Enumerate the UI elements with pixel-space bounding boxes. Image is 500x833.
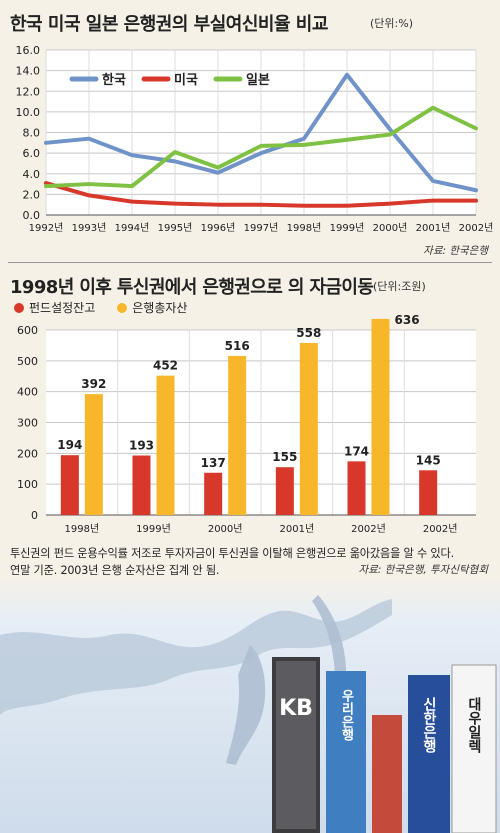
bar-fund-label: 145 <box>416 453 441 467</box>
chart2-y-tick-label: 200 <box>17 447 38 460</box>
chart2-y-tick-label: 300 <box>17 417 38 430</box>
chart2-source: 자료: 한국은행, 투자신탁협회 <box>358 564 488 576</box>
chart2-y-tick-label: 400 <box>17 386 38 399</box>
chart2-x-tick-label: 1998년 <box>65 523 100 535</box>
chart2-x-tick-label: 2002년 <box>351 523 386 535</box>
chart1-x-tick-label: 2001년 <box>416 222 451 234</box>
chart1-x-tick-label: 1995년 <box>158 222 193 234</box>
chart1-y-tick-label: 14.0 <box>16 65 41 78</box>
chart1-y-tick-label: 12.0 <box>16 85 41 98</box>
chart2-legend: 펀드설정잔고 은행총자산 <box>14 299 187 316</box>
chart1-x-tick-label: 1996년 <box>201 222 236 234</box>
note-line-2: 연말 기준. 2003년 은행 순자산은 집계 안 됨. <box>10 564 220 577</box>
legend-swatch-red <box>14 302 24 313</box>
sign-daewoo: 대우일렉 <box>466 697 482 754</box>
legend-item-bank: 은행총자산 <box>117 299 187 316</box>
chart2-y-tick-label: 0 <box>31 509 38 522</box>
chart2-y-tick-label: 500 <box>17 355 38 368</box>
chart1-y-tick-label: 6.0 <box>23 147 41 160</box>
bar-bank-2002년 <box>371 318 390 515</box>
chart2-x-tick-label: 1999년 <box>136 523 171 535</box>
chart1-x-tick-label: 1994년 <box>115 222 150 234</box>
chart1-y-tick-label: 0.0 <box>23 209 41 222</box>
bar-fund-label: 194 <box>57 438 82 452</box>
bar-fund-label: 193 <box>129 438 154 452</box>
section-divider <box>8 262 492 263</box>
bar-fund-label: 155 <box>272 450 297 464</box>
bar-fund-2002년 <box>419 470 438 515</box>
legend-item-fund: 펀드설정잔고 <box>14 299 95 316</box>
chart1-y-tick-label: 4.0 <box>23 168 41 181</box>
chart1-x-tick-label: 1993년 <box>72 222 107 234</box>
bar-chart-fund-flow: 0 100 200 300 400 500 600 1998년 194 392 1999년 193 45… <box>17 313 476 535</box>
bar-bank-label: 452 <box>153 359 178 373</box>
bar-bank-label: 516 <box>225 339 250 353</box>
chart2-x-tick-label: 2000년 <box>208 523 243 535</box>
background-map-photo: KB 우리은행 신한은행 대우일렉 <box>0 575 500 833</box>
chart2-x-tick-label: 2002년 <box>423 523 458 535</box>
chart1-x-tick-label: 2002년 <box>459 222 494 234</box>
bar-fund-2002년 <box>347 461 366 515</box>
note-line-1: 투신권의 펀드 운용수익률 저조로 투자자금이 투신권을 이탈해 은행권으로 옮… <box>10 547 454 560</box>
chart1-series-line-2 <box>44 181 478 208</box>
sign-kb: KB <box>279 696 313 721</box>
sign-woori: 우리은행 <box>339 689 354 742</box>
bar-bank-2001년 <box>299 342 318 515</box>
chart2-title: 1998년 이후 투신권에서 은행권으로 의 자금이동 <box>10 277 374 298</box>
chart1-unit: (단위:%) <box>370 17 413 30</box>
chart1-series-line-3 <box>44 105 478 189</box>
bar-bank-1998년 <box>84 394 103 515</box>
bar-bank-label: 558 <box>296 326 321 340</box>
chart-note: 투신권의 펀드 운용수익률 저조로 투자자금이 투신권을 이탈해 은행권으로 옮… <box>10 545 454 579</box>
chart2-y-tick-label: 600 <box>17 324 38 337</box>
chart1-legend-label: 일본 <box>246 73 270 88</box>
chart1-x-tick-label: 1999년 <box>330 222 365 234</box>
bar-fund-2001년 <box>275 467 294 515</box>
chart1-legend-label: 미국 <box>174 72 198 88</box>
bar-fund-label: 137 <box>201 456 226 470</box>
bank-signs-collage: KB 우리은행 신한은행 대우일렉 <box>0 595 497 833</box>
chart1-series-line-1 <box>44 72 478 193</box>
bar-fund-1998년 <box>60 455 79 515</box>
chart2-unit: (단위:조원) <box>373 280 426 293</box>
chart1-title: 한국 미국 일본 은행권의 부실여신비율 비교 <box>10 14 328 35</box>
bar-fund-label: 174 <box>344 444 369 458</box>
bar-bank-label: 392 <box>81 377 106 391</box>
chart1-legend-label: 한국 <box>102 72 126 88</box>
chart2-x-tick-label: 2001년 <box>280 523 315 535</box>
bar-bank-label: 636 <box>395 313 420 327</box>
bar-bank-1999년 <box>156 375 175 515</box>
bar-fund-1999년 <box>132 455 151 515</box>
chart1-x-tick-label: 1997년 <box>244 222 279 234</box>
sign-shinhan: 신한은행 <box>421 697 437 754</box>
chart1-source: 자료: 한국은행 <box>423 245 488 257</box>
chart2-y-tick-label: 100 <box>17 478 38 491</box>
line-chart-npl-ratio: 0.0 2.0 4.0 6.0 8.0 10.0 12.0 14.0 16.0 1992년 1993… <box>16 44 494 234</box>
chart1-y-tick-label: 10.0 <box>16 106 41 119</box>
chart1-x-tick-label: 1998년 <box>287 222 322 234</box>
legend-label-fund: 펀드설정잔고 <box>29 301 96 315</box>
bar-bank-2000년 <box>228 355 247 515</box>
chart1-x-tick-label: 1992년 <box>29 222 64 234</box>
chart1-y-tick-label: 2.0 <box>23 188 41 201</box>
chart1-y-tick-label: 16.0 <box>16 44 41 57</box>
chart1-x-tick-label: 2000년 <box>373 222 408 234</box>
legend-swatch-yellow <box>117 302 128 313</box>
chart1-y-tick-label: 8.0 <box>23 127 41 140</box>
bar-fund-2000년 <box>204 472 223 515</box>
legend-label-bank: 은행총자산 <box>132 301 188 315</box>
